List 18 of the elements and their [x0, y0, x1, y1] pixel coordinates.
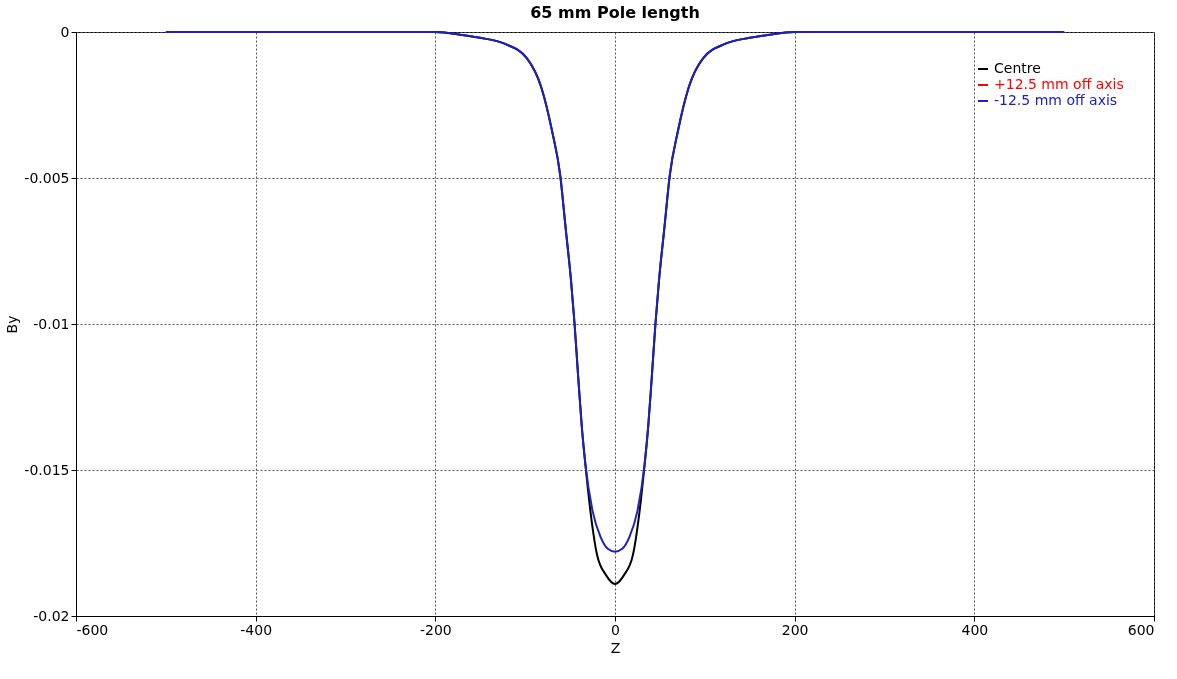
y-tick-label: -0.02: [33, 607, 70, 624]
x-axis-title: Z: [610, 639, 621, 656]
legend-label: -12.5 mm off axis: [994, 92, 1118, 108]
x-tick-label: 600: [1127, 621, 1155, 638]
y-tick-label: 0: [60, 23, 70, 40]
x-tick-label: 0: [611, 621, 620, 638]
legend-label: +12.5 mm off axis: [994, 76, 1124, 92]
x-tick-label: 200: [781, 621, 809, 638]
x-tick-label: -400: [240, 621, 273, 638]
x-tick-label: -200: [419, 621, 452, 638]
y-tick-label: -0.005: [24, 169, 70, 186]
y-tick-label: -0.015: [24, 461, 70, 478]
y-tick-label: -0.01: [33, 315, 70, 332]
x-tick-label: 400: [961, 621, 989, 638]
chart-title: 65 mm Pole length: [530, 3, 700, 22]
legend-label: Centre: [994, 60, 1041, 76]
y-axis-title: By: [4, 315, 21, 334]
x-tick-label: -600: [76, 621, 109, 638]
